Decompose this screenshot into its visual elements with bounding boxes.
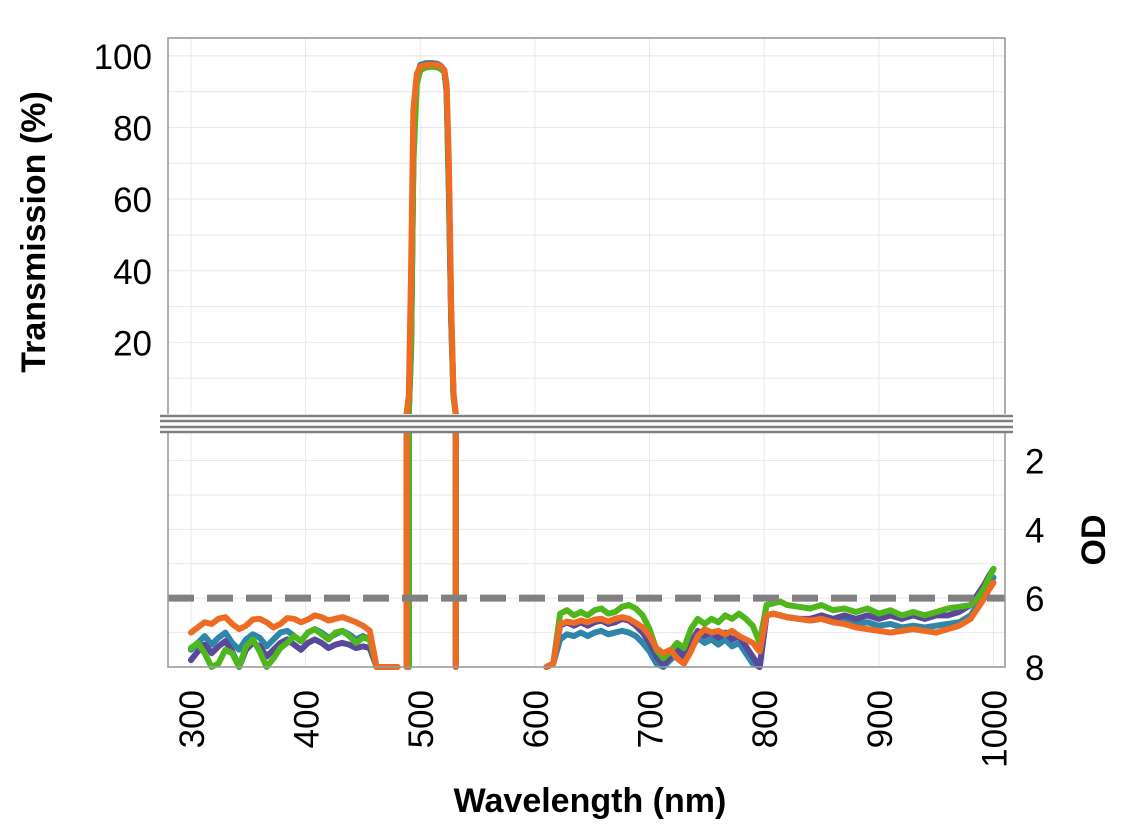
y-left-tick-80: 80 bbox=[113, 110, 152, 149]
x-tick-900: 900 bbox=[861, 690, 900, 748]
od-curve-sample-orange bbox=[543, 579, 997, 670]
axis-break-marker bbox=[160, 414, 1013, 434]
od-curve-sample-purple bbox=[187, 636, 401, 670]
y-axis-left-ticks: 20 40 60 80 100 bbox=[94, 38, 152, 363]
x-tick-1000: 1000 bbox=[976, 690, 1015, 768]
x-tick-700: 700 bbox=[632, 690, 671, 748]
y-axis-right-title: OD bbox=[1075, 515, 1113, 566]
transmission-curve-sample-orange bbox=[403, 61, 459, 417]
x-tick-300: 300 bbox=[173, 690, 212, 748]
x-tick-600: 600 bbox=[517, 690, 556, 748]
x-tick-400: 400 bbox=[288, 690, 327, 748]
x-tick-500: 500 bbox=[402, 690, 441, 748]
y-right-tick-6: 6 bbox=[1025, 580, 1044, 619]
y-right-tick-8: 8 bbox=[1025, 649, 1044, 688]
x-axis-ticks: 300 400 500 600 700 800 900 1000 bbox=[173, 690, 1015, 768]
y-axis-right-ticks: 2 4 6 8 bbox=[1025, 443, 1044, 688]
x-axis-title: Wavelength (nm) bbox=[454, 782, 727, 820]
y-right-tick-4: 4 bbox=[1025, 511, 1044, 550]
y-left-tick-60: 60 bbox=[113, 181, 152, 220]
y-left-tick-100: 100 bbox=[94, 38, 152, 77]
series-curves bbox=[187, 60, 997, 670]
y-axis-left-title: Transmission (%) bbox=[15, 91, 53, 373]
gridlines bbox=[168, 38, 1005, 667]
y-left-tick-40: 40 bbox=[113, 253, 152, 292]
od-curve-sample-orange bbox=[187, 612, 401, 670]
y-left-tick-20: 20 bbox=[113, 324, 152, 363]
y-right-tick-2: 2 bbox=[1025, 443, 1044, 482]
od-curve-sample-green bbox=[543, 565, 997, 670]
od-curve-sample-teal bbox=[543, 574, 997, 670]
od-curve-sample-green bbox=[187, 626, 401, 670]
x-tick-800: 800 bbox=[746, 690, 785, 748]
plot-area-border bbox=[167, 37, 1006, 668]
